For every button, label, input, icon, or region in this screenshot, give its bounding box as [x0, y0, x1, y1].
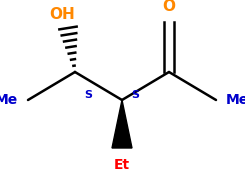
Text: S: S [84, 90, 92, 100]
Text: O: O [162, 0, 175, 14]
Text: Me: Me [226, 93, 245, 107]
Text: OH: OH [49, 7, 75, 22]
Text: S: S [131, 90, 139, 100]
Text: Et: Et [114, 158, 130, 172]
Text: Me: Me [0, 93, 18, 107]
Polygon shape [112, 100, 132, 148]
